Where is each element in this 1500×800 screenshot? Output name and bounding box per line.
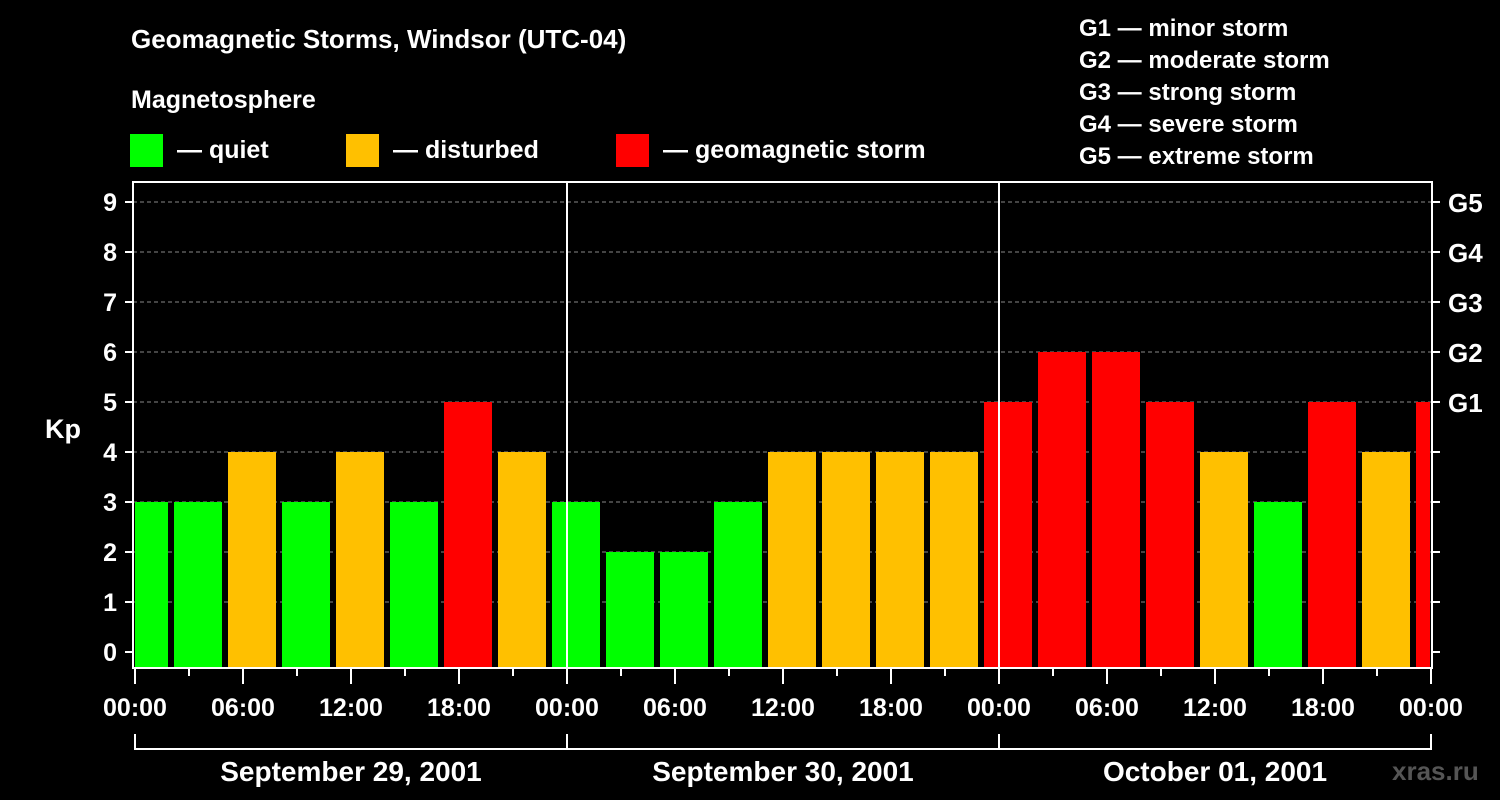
x-tick-label: 00:00 xyxy=(1399,694,1463,722)
kp-bar xyxy=(930,452,978,668)
y-tick-label: 8 xyxy=(103,239,117,267)
legend-swatch-storm xyxy=(616,133,649,167)
x-tick-label: 12:00 xyxy=(319,694,383,722)
kp-bar xyxy=(135,502,168,668)
legend-label: — quiet xyxy=(177,135,269,164)
kp-bar xyxy=(552,502,600,668)
y-tick-label: 1 xyxy=(103,589,117,617)
kp-bar xyxy=(1200,452,1248,668)
legend-swatch-quiet xyxy=(130,133,163,167)
legend-quiet: — quiet xyxy=(130,133,269,167)
chart-title: Geomagnetic Storms, Windsor (UTC-04) xyxy=(131,24,627,54)
kp-bar xyxy=(336,452,384,668)
kp-bar xyxy=(714,502,762,668)
g-level-label: G4 xyxy=(1448,238,1483,268)
legend-storm: — geomagnetic storm xyxy=(616,133,926,167)
kp-bar xyxy=(1416,402,1430,668)
x-tick-label: 00:00 xyxy=(103,694,167,722)
x-tick-label: 18:00 xyxy=(1291,694,1355,722)
legend-swatch-disturbed xyxy=(346,133,379,167)
kp-bar xyxy=(660,552,708,668)
x-tick-label: 00:00 xyxy=(967,694,1031,722)
kp-bar xyxy=(1308,402,1356,668)
kp-bar xyxy=(390,502,438,668)
x-tick-label: 18:00 xyxy=(427,694,491,722)
x-tick-label: 00:00 xyxy=(535,694,599,722)
y-tick-label: 0 xyxy=(103,639,117,667)
y-axis-label: Kp xyxy=(45,414,81,444)
kp-bar xyxy=(876,452,924,668)
kp-bar xyxy=(174,502,222,668)
x-tick-label: 06:00 xyxy=(643,694,707,722)
kp-bar xyxy=(444,402,492,668)
legend-disturbed: — disturbed xyxy=(346,133,539,167)
g-scale-item: G5 — extreme storm xyxy=(1079,143,1314,170)
g-level-label: G5 xyxy=(1448,188,1483,218)
kp-bar xyxy=(282,502,330,668)
kp-bar xyxy=(1254,502,1302,668)
kp-bar xyxy=(228,452,276,668)
kp-bar xyxy=(606,552,654,668)
g-level-label: G2 xyxy=(1448,338,1483,368)
x-tick-label: 06:00 xyxy=(1075,694,1139,722)
kp-bar xyxy=(498,452,546,668)
kp-bar xyxy=(1038,352,1086,668)
x-tick-label: 12:00 xyxy=(751,694,815,722)
kp-bar xyxy=(984,402,1032,668)
g-scale-item: G4 — severe storm xyxy=(1079,111,1298,138)
legend-label: — disturbed xyxy=(393,135,539,164)
kp-bar xyxy=(822,452,870,668)
kp-bar xyxy=(1092,352,1140,668)
g-scale-item: G2 — moderate storm xyxy=(1079,47,1330,74)
y-tick-label: 4 xyxy=(103,439,117,467)
y-tick-label: 2 xyxy=(103,539,117,567)
kp-bar xyxy=(1362,452,1410,668)
y-tick-label: 9 xyxy=(103,189,117,217)
g-level-label: G1 xyxy=(1448,388,1483,418)
g-scale-item: G3 — strong storm xyxy=(1079,79,1297,106)
y-tick-label: 6 xyxy=(103,339,117,367)
g-level-label: G3 xyxy=(1448,288,1483,318)
kp-bar xyxy=(768,452,816,668)
watermark: xras.ru xyxy=(1392,756,1479,786)
day-label: September 29, 2001 xyxy=(220,756,482,787)
day-label: September 30, 2001 xyxy=(652,756,914,787)
y-tick-label: 7 xyxy=(103,289,117,317)
y-tick-label: 3 xyxy=(103,489,117,517)
day-label: October 01, 2001 xyxy=(1103,756,1327,787)
y-tick-label: 5 xyxy=(103,389,117,417)
x-tick-label: 18:00 xyxy=(859,694,923,722)
g-scale-item: G1 — minor storm xyxy=(1079,15,1289,42)
legend-label: — geomagnetic storm xyxy=(663,135,926,164)
x-tick-label: 06:00 xyxy=(211,694,275,722)
magnetosphere-label: Magnetosphere xyxy=(131,86,316,114)
kp-bar xyxy=(1146,402,1194,668)
x-tick-label: 12:00 xyxy=(1183,694,1247,722)
